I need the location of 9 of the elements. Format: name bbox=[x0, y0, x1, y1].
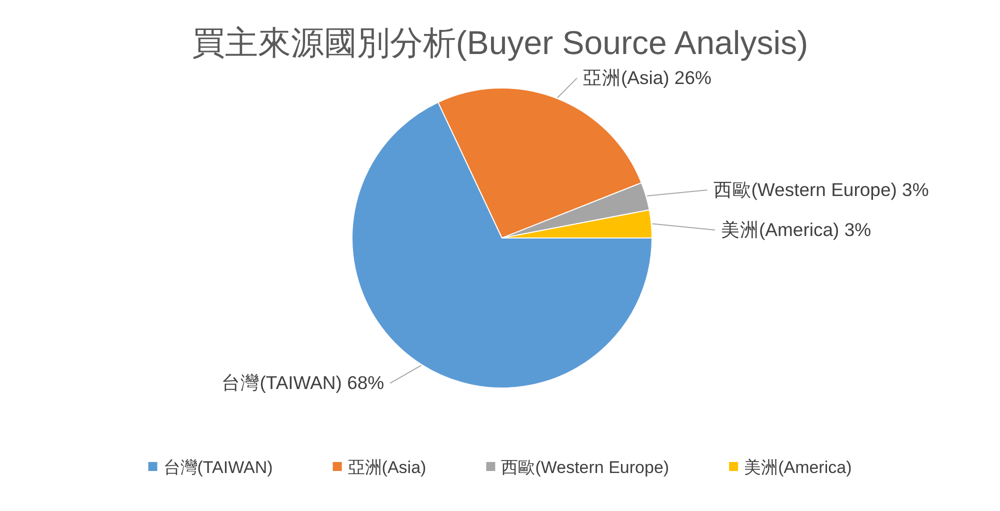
legend-label: 美洲(America) bbox=[744, 458, 852, 477]
legend-label: 西歐(Western Europe) bbox=[501, 458, 670, 477]
category-label: 美洲(America) 3% bbox=[721, 219, 872, 240]
category-label: 西歐(Western Europe) 3% bbox=[713, 179, 929, 200]
legend-label: 台灣(TAIWAN) bbox=[163, 458, 273, 477]
title: 買主來源國別分析(Buyer Source Analysis) bbox=[192, 24, 808, 61]
category-label: 台灣(TAIWAN) 68% bbox=[222, 372, 384, 394]
category-label: 亞洲(Asia) 26% bbox=[582, 67, 712, 88]
legend-label: 亞洲(Asia) bbox=[348, 458, 426, 477]
